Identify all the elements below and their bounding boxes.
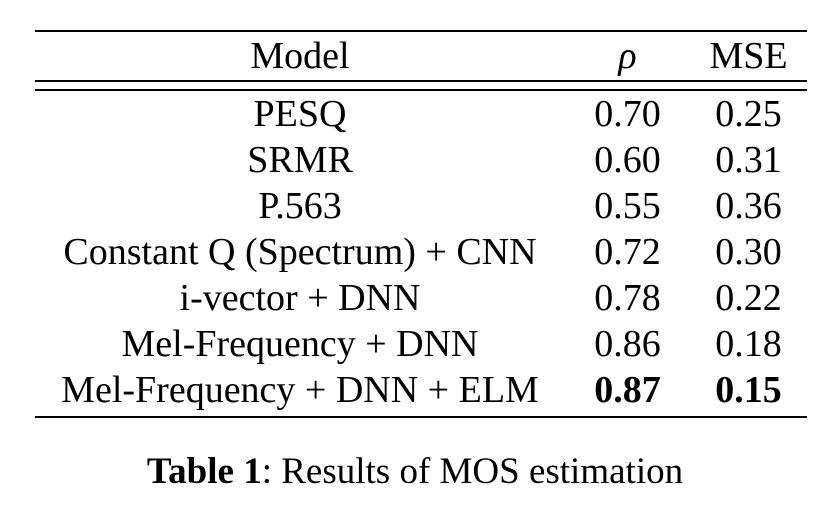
col-header-mse: MSE (709, 35, 788, 77)
rho-cell: 0.55 (594, 185, 661, 227)
rho-cell: 0.72 (594, 231, 661, 273)
rho-cell: 0.86 (594, 323, 661, 365)
caption-label: Table 1 (146, 451, 262, 492)
rho-cell: 0.78 (594, 277, 661, 319)
model-cell: i-vector + DNN (179, 277, 421, 319)
mse-cell: 0.25 (715, 93, 782, 135)
rho-cell: 0.70 (594, 93, 661, 135)
model-cell: P.563 (258, 185, 342, 227)
mse-cell: 0.30 (715, 231, 782, 273)
table-row: PESQ 0.70 0.25 (35, 91, 807, 137)
table-header-double-rule (35, 80, 807, 91)
caption-separator: : (261, 451, 282, 492)
model-cell: Constant Q (Spectrum) + CNN (63, 231, 537, 273)
model-cell: Mel-Frequency + DNN + ELM (61, 369, 539, 411)
mse-cell: 0.22 (715, 277, 782, 319)
table-row: Mel-Frequency + DNN + ELM 0.87 0.15 (35, 367, 807, 413)
table-row: P.563 0.55 0.36 (35, 183, 807, 229)
table-row: Constant Q (Spectrum) + CNN 0.72 0.30 (35, 229, 807, 275)
table-row: SRMR 0.60 0.31 (35, 137, 807, 183)
col-header-rho: ρ (618, 35, 637, 77)
mse-cell: 0.15 (715, 369, 782, 411)
model-cell: PESQ (253, 93, 347, 135)
table-top-rule (35, 30, 807, 32)
rho-cell: 0.60 (594, 139, 661, 181)
table-row: i-vector + DNN 0.78 0.22 (35, 275, 807, 321)
results-table: Model ρ MSE PESQ 0.70 0.25 SRMR 0.60 0.3… (35, 30, 807, 418)
mse-cell: 0.31 (715, 139, 782, 181)
model-cell: SRMR (247, 139, 353, 181)
caption-text: Results of MOS estimation (281, 451, 684, 492)
mse-cell: 0.18 (715, 323, 782, 365)
rho-cell: 0.87 (594, 369, 661, 411)
mse-cell: 0.36 (715, 185, 782, 227)
table-caption: Table 1: Results of MOS estimation (0, 450, 830, 494)
table-header-row: Model ρ MSE (35, 32, 807, 80)
table-row: Mel-Frequency + DNN 0.86 0.18 (35, 321, 807, 367)
table-bottom-rule (35, 416, 807, 418)
col-header-model: Model (250, 35, 350, 77)
model-cell: Mel-Frequency + DNN (121, 323, 479, 365)
